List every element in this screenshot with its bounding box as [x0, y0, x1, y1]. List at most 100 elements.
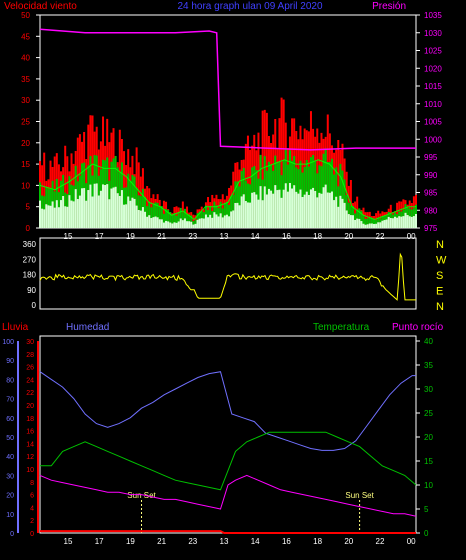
- wind-tick-label: 30: [21, 96, 30, 105]
- dewpoint-axis-title: Punto rocío: [392, 322, 444, 333]
- temperature-axis-title: Temperatura: [313, 322, 370, 333]
- pressure-tick-label: 1020: [424, 64, 442, 73]
- humidity-tick-label: 80: [6, 377, 14, 384]
- direction-line: [39, 252, 416, 301]
- humidity-tick-label: 70: [6, 397, 14, 404]
- direction-panel-frame: [39, 237, 417, 310]
- page-title: 24 hora graph ulan 09 April 2020: [177, 1, 323, 12]
- humidity-tick-label: 40: [6, 454, 14, 461]
- rain-tick-label: 30: [26, 339, 34, 346]
- pressure-tick-label: 1005: [424, 118, 442, 127]
- pressure-tick-label: 1030: [424, 29, 442, 38]
- wind-tick-label: 15: [21, 160, 30, 169]
- humidity-tick-label: 30: [6, 473, 14, 480]
- climate-x-tick-label: 00: [407, 537, 416, 546]
- compass-label: E: [436, 286, 443, 298]
- rain-tick-label: 22: [26, 390, 34, 397]
- wind-x-tick-label: 17: [95, 232, 104, 241]
- wind-axis-title: Velocidad viento: [4, 1, 77, 12]
- climate-panel-frame: [39, 335, 417, 534]
- temperature-tick-label: 35: [424, 361, 433, 370]
- wind-x-tick-label: 16: [282, 232, 291, 241]
- direction-tick-label: 180: [23, 271, 37, 280]
- rain-tick-label: 20: [26, 403, 34, 410]
- wind-tick-label: 40: [21, 54, 30, 63]
- wind-x-tick-label: 13: [220, 232, 229, 241]
- direction-tick-label: 360: [23, 240, 37, 249]
- climate-x-tick-label: 18: [313, 537, 322, 546]
- humidity-line: [39, 371, 416, 451]
- humidity-tick-label: 60: [6, 416, 14, 423]
- wind-x-tick-label: 19: [126, 232, 135, 241]
- sunset-label: Sun Set: [345, 491, 374, 500]
- pressure-tick-label: 1035: [424, 11, 442, 20]
- wind-tick-label: 25: [21, 118, 30, 127]
- climate-x-tick-label: 21: [157, 537, 166, 546]
- rain-tick-label: 26: [26, 365, 34, 372]
- wind-tick-label: 45: [21, 32, 30, 41]
- compass-label: W: [436, 255, 447, 267]
- climate-x-tick-label: 15: [64, 537, 73, 546]
- humidity-tick-label: 90: [6, 358, 14, 365]
- compass-label: N: [436, 239, 444, 251]
- rain-tick-label: 10: [26, 467, 34, 474]
- pressure-tick-label: 995: [424, 153, 438, 162]
- climate-x-tick-label: 13: [220, 537, 229, 546]
- wind-tick-label: 20: [21, 139, 30, 148]
- compass-label: N: [436, 301, 444, 313]
- climate-x-tick-label: 19: [126, 537, 135, 546]
- wind-pressure-chart: 0510152025303540455097598098599099510001…: [21, 11, 442, 241]
- dew_point-line: [39, 474, 417, 517]
- rain-tick-label: 28: [26, 352, 34, 359]
- direction-tick-label: 270: [23, 255, 37, 264]
- rain-tick-label: 16: [26, 429, 34, 436]
- wind-x-tick-label: 00: [407, 232, 416, 241]
- temperature-tick-label: 15: [424, 457, 433, 466]
- compass-label: S: [436, 270, 443, 282]
- wind-x-tick-label: 15: [64, 232, 73, 241]
- temperature-tick-label: 30: [424, 385, 433, 394]
- rain-line: [40, 530, 416, 534]
- rain-tick-label: 8: [30, 480, 34, 487]
- climate-x-tick-label: 22: [376, 537, 385, 546]
- climate-x-tick-label: 20: [344, 537, 353, 546]
- wind-tick-label: 50: [21, 11, 30, 20]
- pressure-tick-label: 985: [424, 189, 438, 198]
- temperature-line: [40, 431, 417, 491]
- temperature-tick-label: 5: [424, 505, 429, 514]
- wind-tick-label: 10: [21, 181, 30, 190]
- humidity-temperature-chart: 0102030405060708090100024681012141618202…: [2, 337, 433, 546]
- wind-x-tick-label: 18: [313, 232, 322, 241]
- temperature-tick-label: 10: [424, 481, 433, 490]
- wind-avg-line: [39, 159, 416, 221]
- climate-x-tick-label: 23: [188, 537, 197, 546]
- rain-tick-label: 24: [26, 377, 34, 384]
- pressure-tick-label: 1015: [424, 82, 442, 91]
- humidity-axis-title: Humedad: [66, 322, 109, 333]
- humidity-tick-label: 100: [2, 339, 14, 346]
- wind-tick-label: 0: [26, 224, 31, 233]
- humidity-tick-label: 20: [6, 493, 14, 500]
- pressure-tick-label: 1025: [424, 47, 442, 56]
- rain-axis-title: Lluvia: [2, 322, 29, 333]
- rain-tick-label: 6: [30, 493, 34, 500]
- wind-x-tick-label: 14: [251, 232, 260, 241]
- climate-x-tick-label: 16: [282, 537, 291, 546]
- temperature-tick-label: 20: [424, 433, 433, 442]
- wind-x-tick-label: 23: [188, 232, 197, 241]
- pressure-axis-title: Presión: [372, 1, 406, 12]
- wind-x-tick-label: 20: [344, 232, 353, 241]
- pressure-tick-label: 1010: [424, 100, 442, 109]
- pressure-tick-label: 990: [424, 171, 438, 180]
- rain-tick-label: 0: [30, 531, 34, 538]
- humidity-tick-label: 50: [6, 435, 14, 442]
- wind-x-tick-label: 22: [376, 232, 385, 241]
- pressure-line: [39, 28, 416, 151]
- direction-tick-label: 0: [32, 301, 37, 310]
- rain-tick-label: 2: [30, 518, 34, 525]
- wind-tick-label: 5: [26, 203, 31, 212]
- rain-tick-label: 4: [30, 505, 34, 512]
